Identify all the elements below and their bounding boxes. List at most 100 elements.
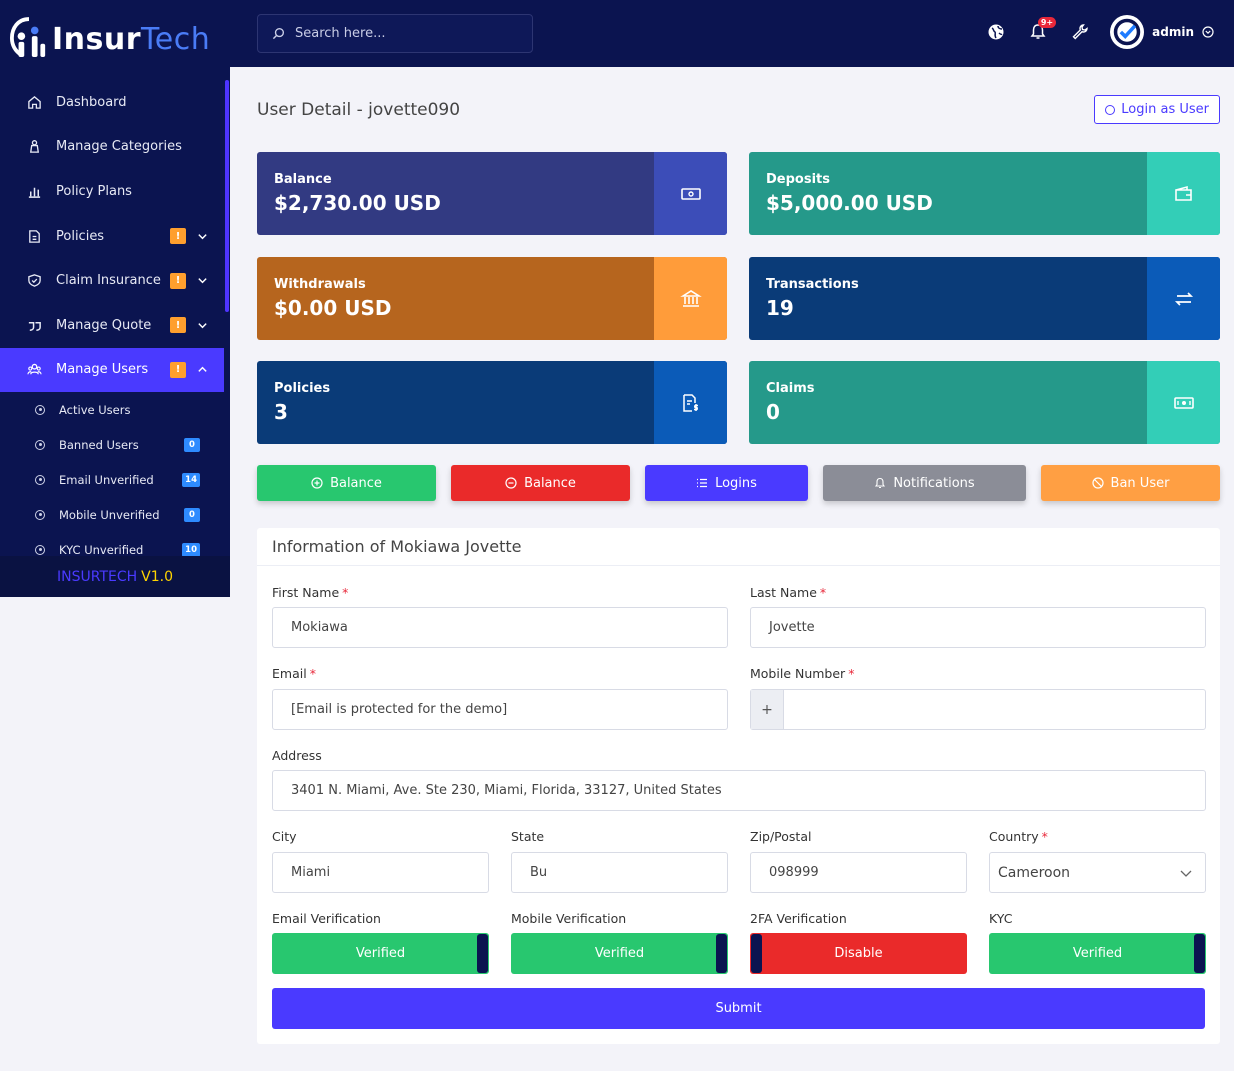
state-label: State bbox=[511, 829, 545, 844]
version-label: INSURTECH V1.0 bbox=[0, 556, 230, 597]
circle-dot-icon bbox=[35, 509, 45, 520]
chevron-down-icon bbox=[1180, 870, 1192, 877]
circle-dot-icon bbox=[35, 544, 45, 555]
transactions-widget[interactable]: Transactions 19 bbox=[749, 257, 1220, 340]
wallet-icon bbox=[1147, 152, 1220, 235]
subitem-label: Banned Users bbox=[59, 437, 139, 452]
sidebar-item-dashboard[interactable]: Dashboard bbox=[0, 80, 224, 125]
address-field[interactable]: 3401 N. Miami, Ave. Ste 230, Miami, Flor… bbox=[272, 770, 1206, 811]
admin-name[interactable]: admin bbox=[1152, 25, 1194, 39]
mobile-number-label: Mobile Number * bbox=[750, 666, 855, 681]
warning-badge: ! bbox=[170, 228, 186, 245]
login-icon bbox=[1105, 104, 1116, 115]
stat-value: 3 bbox=[274, 400, 288, 424]
mobile-number-field[interactable]: + bbox=[750, 689, 1206, 730]
notification-count-badge: 9+ bbox=[1037, 17, 1057, 28]
subitem-label: Mobile Unverified bbox=[59, 507, 160, 522]
login-as-user-button[interactable]: Login as User bbox=[1094, 95, 1220, 124]
bell-icon[interactable]: 9+ bbox=[1028, 17, 1057, 42]
sidebar-item-label: Claim Insurance bbox=[56, 273, 161, 289]
subitem-label: Active Users bbox=[59, 402, 131, 417]
country-label: Country * bbox=[989, 829, 1048, 844]
subtract-balance-button[interactable]: Balance bbox=[451, 465, 630, 501]
mobile-verification-label: Mobile Verification bbox=[511, 911, 627, 926]
chevron-up-icon bbox=[194, 364, 210, 375]
minus-circle-icon bbox=[505, 477, 517, 489]
logins-button[interactable]: Logins bbox=[645, 465, 808, 501]
warning-badge: ! bbox=[170, 317, 186, 334]
logo-icon bbox=[9, 17, 48, 61]
state-field[interactable]: Bu bbox=[511, 852, 728, 893]
search-icon bbox=[272, 27, 285, 40]
sidebar-item-manage-quote[interactable]: Manage Quote ! bbox=[0, 303, 224, 348]
topbar: Search here... 9+ admin bbox=[230, 0, 1234, 67]
ban-user-button[interactable]: Ban User bbox=[1041, 465, 1220, 501]
toggle-label: Verified bbox=[355, 946, 406, 961]
bank-icon bbox=[654, 257, 727, 340]
city-field[interactable]: Miami bbox=[272, 852, 489, 893]
first-name-field[interactable]: Mokiawa bbox=[272, 607, 728, 648]
logins-label: Logins bbox=[715, 475, 757, 491]
topbar-actions: 9+ admin bbox=[964, 14, 1214, 50]
sidebar-item-policies[interactable]: Policies ! bbox=[0, 214, 224, 259]
email-field[interactable]: [Email is protected for the demo] bbox=[272, 689, 728, 730]
ban-icon bbox=[1091, 477, 1104, 489]
file-invoice-icon bbox=[654, 361, 727, 444]
submit-button[interactable]: Submit bbox=[272, 988, 1205, 1029]
sidebar-item-label: Policies bbox=[56, 228, 105, 244]
add-balance-button[interactable]: Balance bbox=[257, 465, 436, 501]
zip-field[interactable]: 098999 bbox=[750, 852, 967, 893]
notifications-button[interactable]: Notifications bbox=[823, 465, 1026, 501]
withdrawals-widget[interactable]: Withdrawals $0.00 USD bbox=[257, 257, 727, 340]
sidebar-item-manage-users[interactable]: Manage Users ! bbox=[0, 347, 224, 393]
last-name-field[interactable]: Jovette bbox=[750, 607, 1206, 648]
stat-label: Balance bbox=[274, 172, 332, 187]
list-icon bbox=[696, 477, 708, 489]
ban-user-label: Ban User bbox=[1110, 475, 1170, 491]
zip-label: Zip/Postal bbox=[750, 829, 812, 844]
country-select[interactable]: Cameroon bbox=[989, 852, 1206, 893]
money-icon bbox=[654, 152, 727, 235]
avatar[interactable] bbox=[1110, 15, 1145, 49]
quote-icon bbox=[26, 317, 42, 333]
sidebar-item-manage-categories[interactable]: Manage Categories bbox=[0, 125, 224, 170]
warning-badge: ! bbox=[170, 361, 186, 378]
sidebar-subitem-banned-users[interactable]: Banned Users 0 bbox=[0, 427, 224, 462]
kyc-toggle[interactable]: Verified bbox=[989, 933, 1206, 974]
sidebar-subitem-mobile-unverified[interactable]: Mobile Unverified 0 bbox=[0, 497, 224, 532]
sidebar-item-claim-insurance[interactable]: Claim Insurance ! bbox=[0, 258, 224, 303]
search-input[interactable]: Search here... bbox=[257, 14, 533, 53]
chevron-down-icon bbox=[194, 275, 210, 286]
circle-dot-icon bbox=[35, 404, 45, 415]
sidebar-subitem-kyc-unverified[interactable]: KYC Unverified 10 bbox=[0, 532, 224, 567]
email-verification-toggle[interactable]: Verified bbox=[272, 933, 489, 974]
wrench-icon[interactable] bbox=[1070, 22, 1090, 42]
sidebar-subitem-active-users[interactable]: Active Users bbox=[0, 392, 224, 427]
count-badge: 0 bbox=[184, 437, 200, 452]
exchange-icon bbox=[1147, 257, 1220, 340]
chevron-down-circle-icon[interactable] bbox=[1202, 26, 1214, 38]
balance-widget[interactable]: Balance $2,730.00 USD bbox=[257, 152, 727, 235]
sidebar: InsurTech Dashboard Manage Categories Po… bbox=[0, 0, 230, 597]
city-label: City bbox=[272, 829, 297, 844]
first-name-label: First Name * bbox=[272, 585, 349, 600]
toggle-knob bbox=[1194, 934, 1205, 973]
policies-widget[interactable]: Policies 3 bbox=[257, 361, 727, 444]
brand-logo[interactable]: InsurTech bbox=[0, 0, 230, 78]
sidebar-item-policy-plans[interactable]: Policy Plans bbox=[0, 169, 224, 214]
country-value: Cameroon bbox=[998, 864, 1071, 881]
brand-name: InsurTech bbox=[52, 21, 211, 57]
sidebar-scrollbar[interactable] bbox=[225, 80, 229, 312]
plus-circle-icon bbox=[311, 477, 323, 489]
twofa-verification-toggle[interactable]: Disable bbox=[750, 933, 967, 974]
claims-widget[interactable]: Claims 0 bbox=[749, 361, 1220, 444]
globe-icon[interactable] bbox=[986, 22, 1006, 42]
chevron-down-icon bbox=[194, 320, 210, 331]
stat-value: $0.00 USD bbox=[274, 296, 392, 320]
sidebar-subitem-email-unverified[interactable]: Email Unverified 14 bbox=[0, 462, 224, 497]
stat-label: Deposits bbox=[766, 172, 830, 187]
search-placeholder: Search here... bbox=[295, 26, 386, 41]
mobile-verification-toggle[interactable]: Verified bbox=[511, 933, 728, 974]
deposits-widget[interactable]: Deposits $5,000.00 USD bbox=[749, 152, 1220, 235]
chevron-down-icon bbox=[194, 231, 210, 242]
